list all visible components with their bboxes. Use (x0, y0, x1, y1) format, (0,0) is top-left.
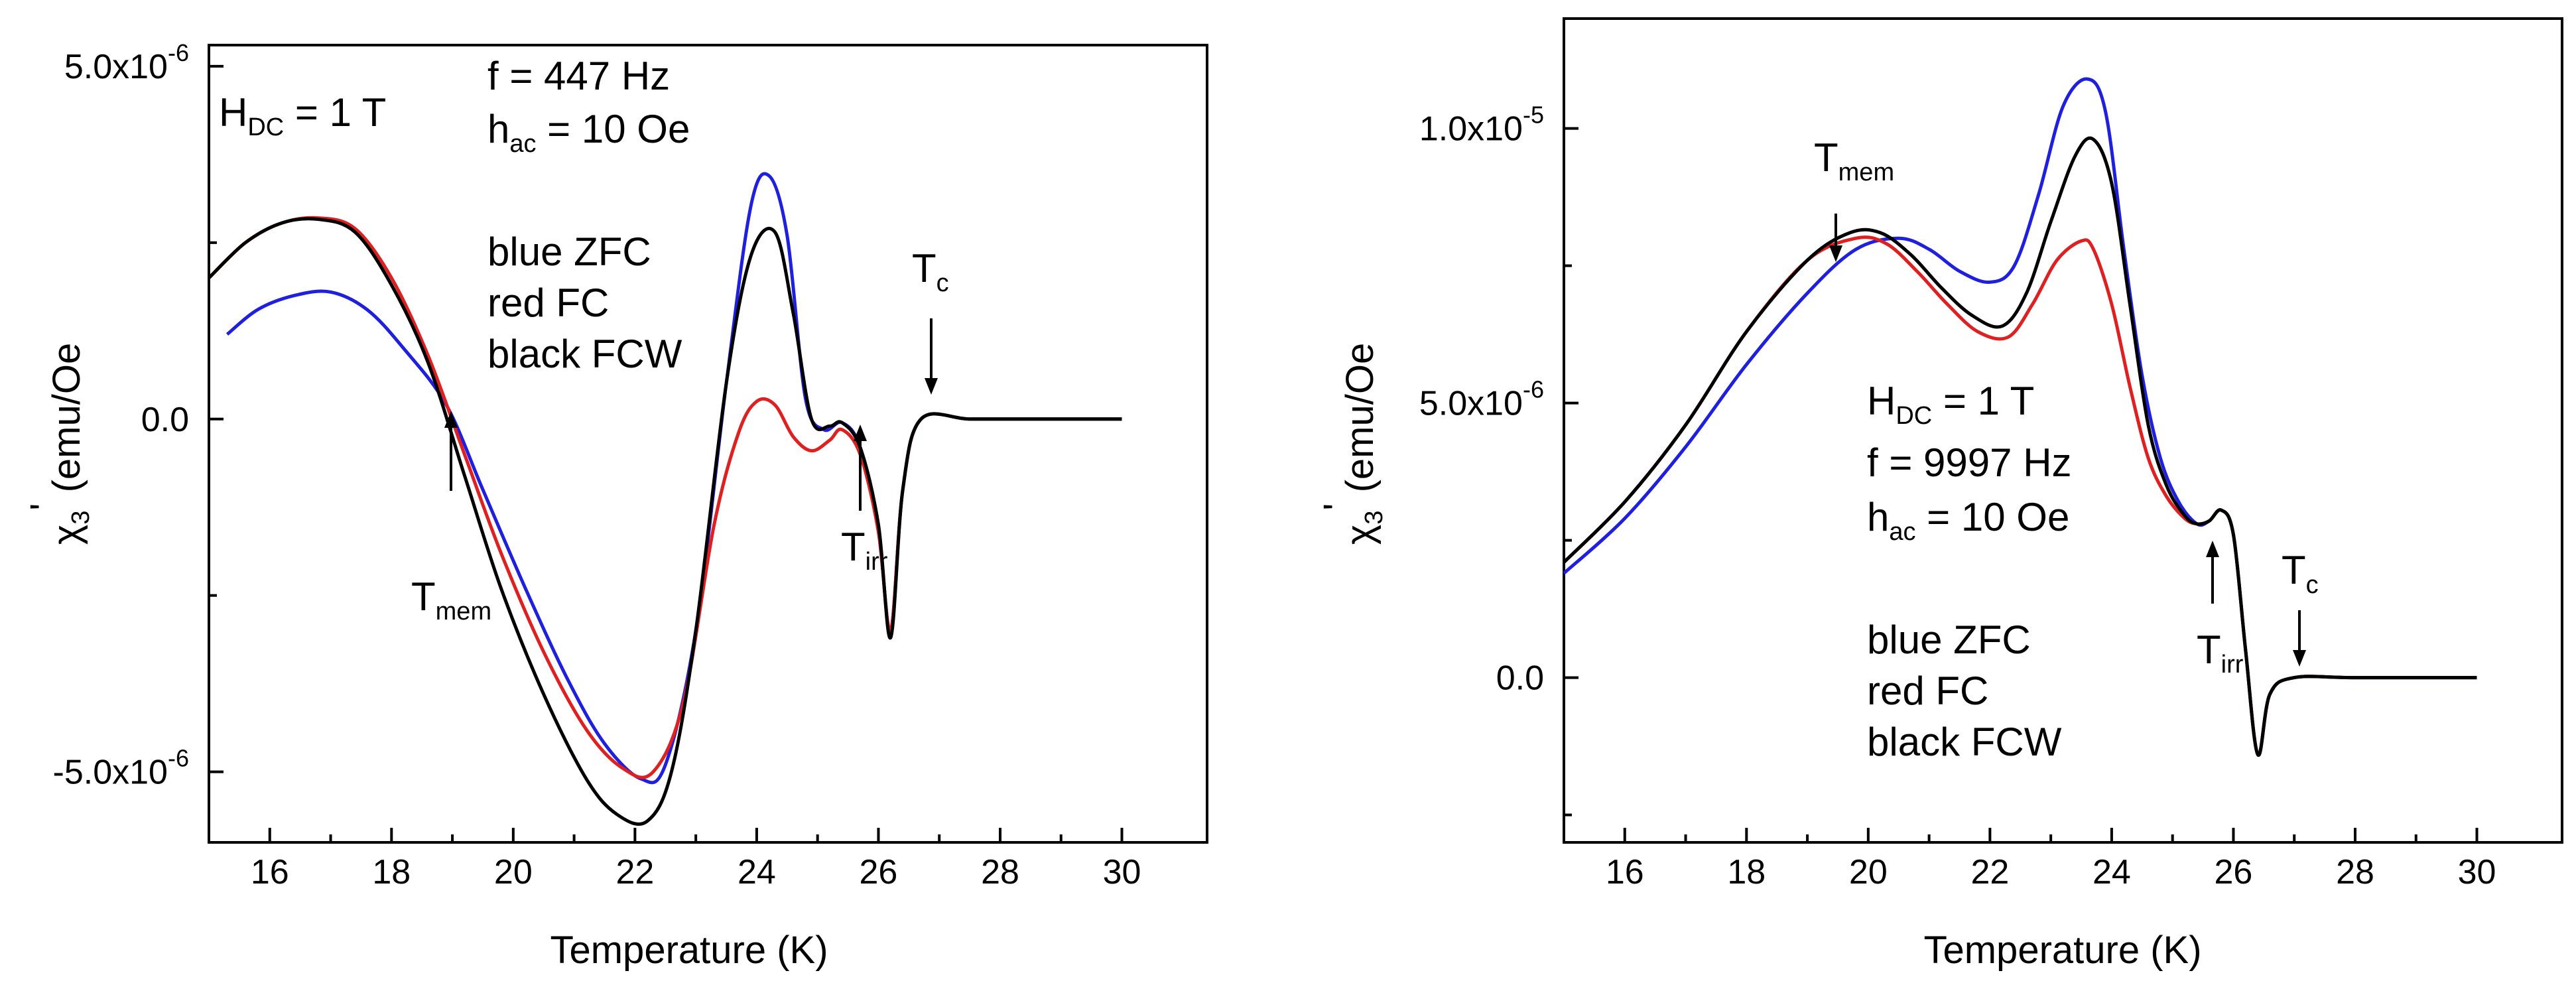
right-tirr-main: T (2197, 627, 2221, 672)
left-tc-main: T (912, 246, 936, 291)
left-ylabel-base: χ (45, 525, 88, 545)
right-hac-sub: ac (1889, 518, 1915, 546)
left-hac-label: hac = 10 Oe (487, 107, 690, 158)
right-hdc-label: HDC = 1 T (1867, 379, 2034, 430)
right-hdc-sub: DC (1896, 402, 1932, 430)
right-x-axis: 16 18 20 22 24 26 28 30 (1606, 828, 2496, 891)
right-y-tick-label: 0.0 (1496, 659, 1544, 698)
left-hdc-rest: = 1 T (284, 90, 386, 135)
right-x-tick-label: 16 (1606, 853, 1644, 891)
left-y-tick-label: 0.0 (141, 401, 189, 439)
left-frequency-label: f = 447 Hz (487, 54, 670, 98)
left-legend-fc: red FC (487, 281, 609, 325)
left-x-tick-label: 26 (860, 853, 898, 891)
left-y-tick-label: -5.0x10-6 (53, 745, 189, 792)
left-hac-sub: ac (509, 130, 536, 158)
right-tirr-arrow (2206, 541, 2219, 604)
right-legend-fcw: black FCW (1867, 720, 2062, 764)
right-series-group (1563, 77, 2477, 757)
left-plot-frame (208, 44, 1208, 844)
right-tmem-label: Tmem (1814, 135, 1894, 186)
left-ylabel-sub: 3 (67, 511, 95, 525)
right-hac-label: hac = 10 Oe (1867, 495, 2069, 546)
right-hac-main: h (1867, 495, 1889, 539)
left-series-group (208, 172, 1122, 826)
right-series-fcw (1563, 136, 2477, 757)
right-x-tick-label: 26 (2215, 853, 2253, 891)
left-tirr-arrow (854, 425, 867, 511)
right-chart-panel: 16 18 20 22 24 26 28 30 1.0x10-5 5.0x10-6 0.0 χ3'… (1316, 17, 2563, 972)
left-x-tick-label: 22 (615, 853, 654, 891)
left-tmem-main: T (411, 574, 436, 619)
right-tmem-arrow (1829, 214, 1842, 262)
left-tc-arrow (925, 318, 938, 395)
left-tirr-label: Tirr (841, 525, 888, 576)
left-hac-main: h (487, 107, 509, 151)
left-ylabel-prime: ' (23, 503, 66, 511)
left-tmem-arrow (444, 411, 458, 491)
right-legend-zfc: blue ZFC (1867, 618, 2031, 662)
left-hdc-sub: DC (247, 113, 284, 141)
right-tc-label: Tc (2282, 548, 2319, 599)
left-y-axis-title: χ3' (emu/Oe (23, 343, 95, 545)
left-tirr-sub: irr (866, 548, 888, 576)
left-tmem-label: Tmem (411, 574, 491, 625)
right-x-axis-title: Temperature (K) (1923, 929, 2201, 972)
right-tc-sub: c (2306, 571, 2319, 599)
left-hdc-main: H (219, 90, 247, 135)
right-tmem-main: T (1814, 135, 1838, 180)
right-plot-frame (1563, 17, 2563, 844)
right-frequency-label: f = 9997 Hz (1867, 440, 2072, 485)
right-y-tick-label: 1.0x10-5 (1419, 101, 1544, 149)
right-hac-rest: = 10 Oe (1916, 495, 2070, 539)
left-x-tick-label: 24 (738, 853, 776, 891)
left-series-fcw (208, 217, 1122, 826)
right-x-tick-label: 24 (2093, 853, 2131, 891)
right-y-axis: 1.0x10-5 5.0x10-6 0.0 (1419, 101, 1578, 817)
left-chart-panel: 16 18 20 22 24 26 28 30 5.0x10-6 0.0 -5.0x10-6 χ3… (23, 39, 1208, 972)
left-ylabel-rest: (emu/Oe (45, 343, 88, 503)
right-tirr-label: Tirr (2197, 627, 2244, 679)
right-ylabel-rest: (emu/Oe (1338, 343, 1382, 503)
left-series-fc (208, 216, 1122, 779)
left-hdc-label: HDC = 1 T (219, 90, 386, 141)
left-series-zfc (225, 172, 1122, 785)
left-legend-fcw: black FCW (487, 332, 682, 376)
right-x-tick-label: 18 (1727, 853, 1766, 891)
left-tc-label: Tc (912, 246, 949, 297)
left-x-tick-label: 20 (494, 853, 533, 891)
left-x-axis-title: Temperature (K) (550, 929, 828, 972)
left-tmem-sub: mem (436, 598, 491, 625)
right-x-tick-label: 22 (1970, 853, 2009, 891)
right-tmem-sub: mem (1838, 159, 1894, 186)
right-ylabel-sub: 3 (1360, 511, 1388, 525)
left-tirr-main: T (841, 525, 866, 569)
right-ylabel-base: χ (1338, 525, 1382, 545)
right-ylabel-prime: ' (1316, 503, 1359, 511)
left-tc-sub: c (936, 269, 949, 297)
left-y-axis: 5.0x10-6 0.0 -5.0x10-6 (53, 39, 224, 792)
left-hac-rest: = 10 Oe (537, 107, 690, 151)
left-x-axis: 16 18 20 22 24 26 28 30 (251, 828, 1141, 891)
right-tc-arrow (2293, 610, 2306, 667)
left-y-tick-label: 5.0x10-6 (64, 39, 189, 86)
right-tirr-sub: irr (2221, 651, 2244, 679)
right-y-axis-title: χ3' (emu/Oe (1316, 343, 1388, 545)
left-x-tick-label: 30 (1103, 853, 1141, 891)
left-x-tick-label: 16 (251, 853, 289, 891)
right-x-tick-label: 28 (2336, 853, 2374, 891)
right-x-tick-label: 20 (1849, 853, 1888, 891)
right-tc-main: T (2282, 548, 2306, 592)
left-x-tick-label: 18 (372, 853, 411, 891)
right-legend-fc: red FC (1867, 669, 1988, 713)
right-y-tick-label: 5.0x10-6 (1419, 376, 1544, 423)
right-x-tick-label: 30 (2458, 853, 2496, 891)
right-hdc-rest: = 1 T (1932, 379, 2034, 423)
left-legend-zfc: blue ZFC (487, 229, 651, 274)
left-x-tick-label: 28 (981, 853, 1019, 891)
right-hdc-main: H (1867, 379, 1896, 423)
